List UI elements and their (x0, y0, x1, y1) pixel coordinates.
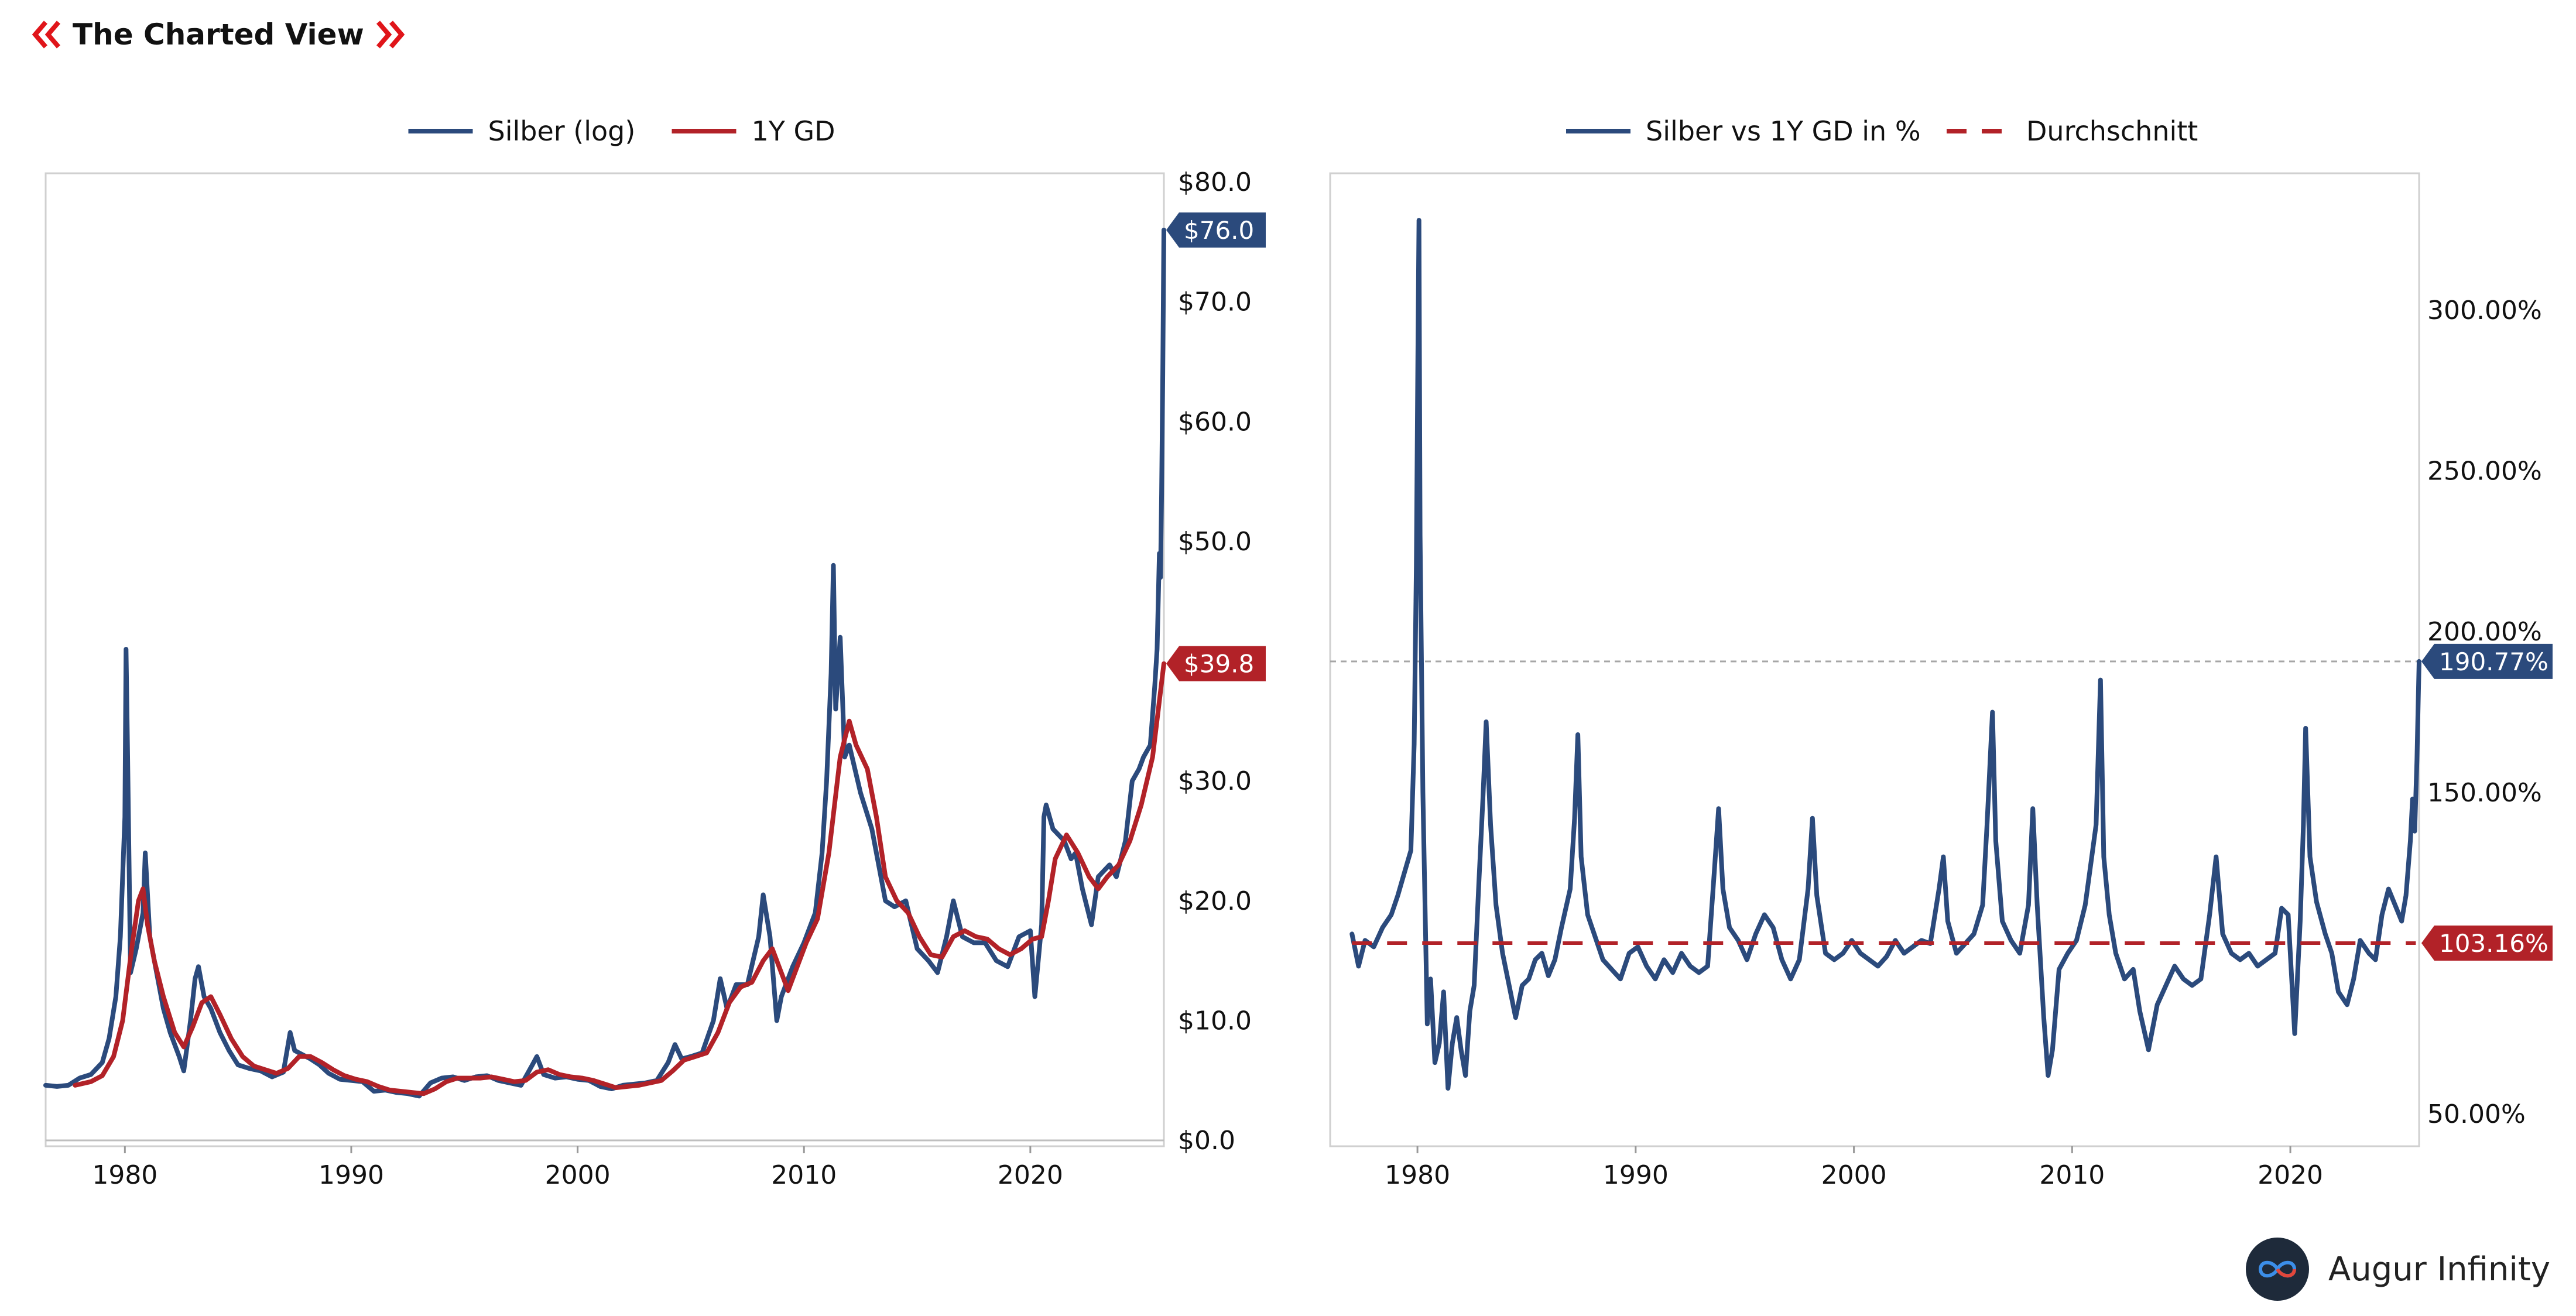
chart-1-legend-label: 1Y GD (752, 115, 835, 147)
chart-1-y-tick-label: $20.0 (1178, 886, 1252, 916)
chart-2-y-tick-label: 300.00% (2427, 296, 2542, 325)
chart-1-end-tag (1166, 212, 1266, 248)
chart-2-end-label: 190.77% (2439, 647, 2548, 676)
chart-2-x-tick-label: 2000 (1821, 1160, 1887, 1190)
brand-name: Augur Infinity (2328, 1250, 2550, 1288)
brand-title: The Charted View (73, 18, 364, 52)
chart-2-x-tick-label: 1980 (1385, 1160, 1450, 1190)
chart-1-y-tick-label: $0.0 (1178, 1126, 1235, 1156)
brand-footer: Augur Infinity (2245, 1234, 2550, 1304)
chart-1-x-tick-label: 1990 (318, 1160, 384, 1190)
chart-2-end-tag (2421, 643, 2553, 679)
chart-1-series-line-1 (43, 227, 1166, 1099)
chart-1-frame (44, 172, 1165, 1147)
chart-1-end-label: $39.8 (1184, 650, 1254, 678)
chart-2-x-tick-label: 1990 (1603, 1160, 1669, 1190)
chart-1-x-tick-label: 1980 (92, 1160, 157, 1190)
chart-1-y-tick-label: $80.0 (1178, 167, 1252, 197)
chart-1-x-tick-label: 2000 (545, 1160, 611, 1190)
chart-2-y-tick-label: 250.00% (2427, 457, 2542, 486)
chart-2-x-tick-label: 2010 (2039, 1160, 2105, 1190)
chart-1-x-tick-label: 2020 (998, 1160, 1063, 1190)
chart-1-y-tick-label: $10.0 (1178, 1006, 1252, 1036)
chart-2-series-line-1 (1349, 218, 2421, 1091)
chart-1-y-tick-label: $70.0 (1178, 287, 1252, 317)
chart-2-x-tick-label: 2020 (2258, 1160, 2323, 1190)
chart-1-legend-label: Silber (log) (488, 115, 636, 147)
chart-2-frame (1329, 172, 2420, 1147)
infinity-logo-icon (2245, 1238, 2309, 1301)
chart-1-end-tag (1166, 646, 1266, 681)
chart-2-end-tag (2421, 926, 2553, 961)
double-chevron-right-icon (376, 20, 405, 49)
chart-2-y-tick-label: 200.00% (2427, 617, 2542, 647)
chart-2-legend-label: Durchschnitt (2026, 115, 2198, 147)
chart-1-y-tick-label: $50.0 (1178, 527, 1252, 557)
chart-1-y-tick-label: $30.0 (1178, 766, 1252, 796)
chart-2-end-label: 103.16% (2439, 929, 2548, 958)
chart-1-series-line-2 (73, 661, 1166, 1096)
chart-2-y-tick-label: 50.00% (2427, 1099, 2526, 1129)
brand-header: The Charted View (30, 8, 406, 61)
double-chevron-left-icon (32, 20, 61, 49)
chart-2-legend-label: Silber vs 1Y GD in % (1646, 115, 1921, 147)
chart-2-y-tick-label: 150.00% (2427, 778, 2542, 808)
chart-1-x-tick-label: 2010 (771, 1160, 837, 1190)
chart-1-y-tick-label: $60.0 (1178, 407, 1252, 437)
chart-1-end-label: $76.0 (1184, 216, 1254, 245)
